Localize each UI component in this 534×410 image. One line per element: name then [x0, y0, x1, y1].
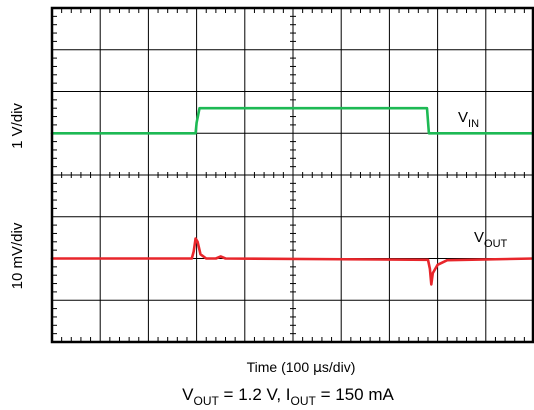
series-vout-trace [50, 237, 534, 286]
grid [52, 8, 534, 342]
series-vin-trace [50, 106, 534, 135]
vout-series-label: VOUT [474, 229, 508, 250]
vin-series-label: VIN [458, 109, 479, 130]
traces [50, 106, 534, 286]
x-axis-label: Time (100 µs/div) [247, 359, 356, 376]
y-axis-label-lower: 10 mV/div [9, 222, 26, 289]
conditions-caption: VOUT = 1.2 V, IOUT = 150 mA [182, 385, 394, 408]
plot-frame [50, 6, 534, 344]
y-axis-label-upper: 1 V/div [9, 103, 26, 149]
